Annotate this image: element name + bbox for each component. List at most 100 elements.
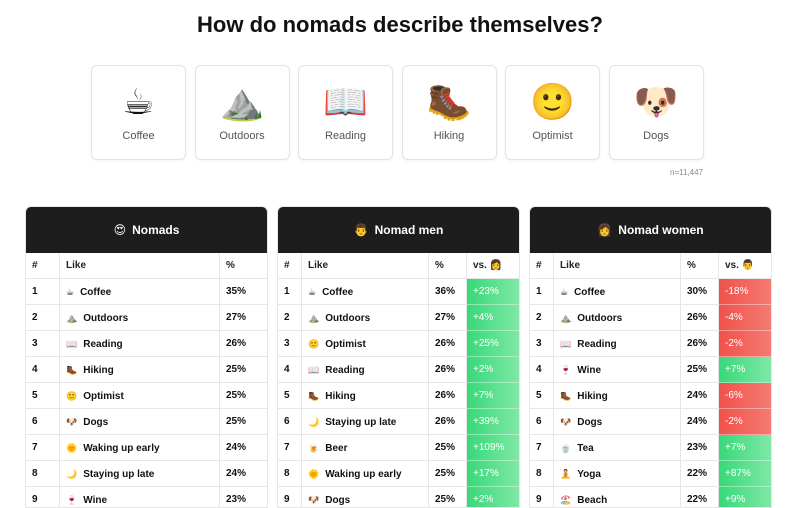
rank: 8 [26,461,59,487]
like-icon: 🌙 [66,469,78,479]
ranking-table: 😍 Nomads # Like% 1 ☕ Coffee 35% 2 ⛰️ Outdoors 27% 3 📖… [25,206,268,508]
like-icon: 🥾 [66,365,78,375]
column-header: vs. 👨 [718,253,771,279]
rank: 2 [26,305,59,331]
like-icon: 📖 [308,365,320,375]
like-icon: 📖 [66,339,78,349]
rank: 9 [278,487,301,507]
percent: 27% [428,305,466,331]
rank: 7 [278,435,301,461]
like-icon: 🥾 [560,391,572,401]
column-header: % [219,253,267,279]
like-text: Hiking [83,365,114,376]
difference: -2% [718,331,771,357]
like-cell: 🥾 Hiking [553,383,680,409]
like-cell: ⛰️ Outdoors [553,305,680,331]
percent: 36% [428,279,466,305]
like-text: Hiking [577,391,608,402]
percent: 25% [428,435,466,461]
header-icon: 😍 [113,223,127,237]
rank: 5 [530,383,553,409]
category-card[interactable]: 🐶 Dogs [608,65,704,160]
like-text: Reading [577,339,617,350]
table-header: 😍 Nomads [26,207,267,253]
like-icon: ☕ [66,287,75,297]
category-card[interactable]: 🥾 Hiking [401,65,497,160]
like-text: Coffee [322,287,354,298]
difference: +17% [466,461,519,487]
like-text: Waking up early [83,443,160,454]
percent: 25% [219,409,267,435]
like-cell: 🏖️ Beach [553,487,680,507]
like-icon: 🥾 [308,391,320,401]
category-card[interactable]: ⛰️ Outdoors [194,65,290,160]
card-icon: 📖 [323,81,368,122]
rank: 5 [278,383,301,409]
like-cell: 🍺 Beer [301,435,428,461]
percent: 26% [680,305,718,331]
like-cell: 🍷 Wine [59,487,219,507]
like-text: Wine [83,495,108,506]
percent: 24% [219,461,267,487]
column-header: # [278,253,301,279]
percent: 23% [680,435,718,461]
rank: 8 [278,461,301,487]
card-label: Hiking [433,130,465,142]
percent: 27% [219,305,267,331]
like-cell: 🐶 Dogs [59,409,219,435]
difference: +7% [718,435,771,461]
percent: 25% [428,461,466,487]
category-card[interactable]: 🙂 Optimist [505,65,600,160]
like-cell: 🙂 Optimist [301,331,428,357]
page-title: How do nomads describe themselves? [197,12,603,37]
percent: 24% [680,383,718,409]
column-header: # [530,253,553,279]
difference: -18% [718,279,771,305]
percent: 26% [428,383,466,409]
rank: 4 [530,357,553,383]
percent: 22% [680,487,718,507]
percent: 24% [680,409,718,435]
rank: 3 [26,331,59,357]
like-text: Coffee [80,287,112,298]
column-header: vs. 👩 [466,253,519,279]
like-text: Reading [83,339,123,350]
like-icon: 📖 [560,339,572,349]
rank: 7 [530,435,553,461]
like-icon: ☕ [308,287,317,297]
like-cell: 🌞 Waking up early [59,435,219,461]
card-icon: 🙂 [530,81,575,122]
like-cell: 🌙 Staying up late [59,461,219,487]
difference: +4% [466,305,519,331]
like-icon: ☕ [560,287,569,297]
like-cell: 📖 Reading [553,331,680,357]
rank: 1 [278,279,301,305]
percent: 26% [428,331,466,357]
like-cell: 📖 Reading [301,357,428,383]
header-title: Nomads [132,223,180,237]
column-header: % [428,253,466,279]
like-text: Dogs [577,417,603,428]
category-card[interactable]: ☕ Coffee [91,65,186,160]
like-cell: ☕ Coffee [301,279,428,305]
rank: 9 [26,487,59,507]
rank: 6 [278,409,301,435]
like-cell: ☕ Coffee [59,279,219,305]
rank: 4 [278,357,301,383]
like-icon: 🙂 [308,339,320,349]
percent: 26% [680,331,718,357]
table-header: 👨 Nomad men [278,207,519,253]
difference: +23% [466,279,519,305]
like-cell: 🐶 Dogs [301,487,428,507]
category-card[interactable]: 📖 Reading [298,65,393,160]
like-text: Reading [325,365,365,376]
rank: 1 [530,279,553,305]
column-header: Like [553,253,680,279]
like-cell: 🥾 Hiking [59,357,219,383]
card-icon: 🥾 [426,81,472,122]
percent: 25% [428,487,466,507]
card-label: Coffee [122,130,155,142]
like-icon: 🍵 [560,443,572,453]
like-cell: 🍷 Wine [553,357,680,383]
card-label: Optimist [532,130,573,142]
